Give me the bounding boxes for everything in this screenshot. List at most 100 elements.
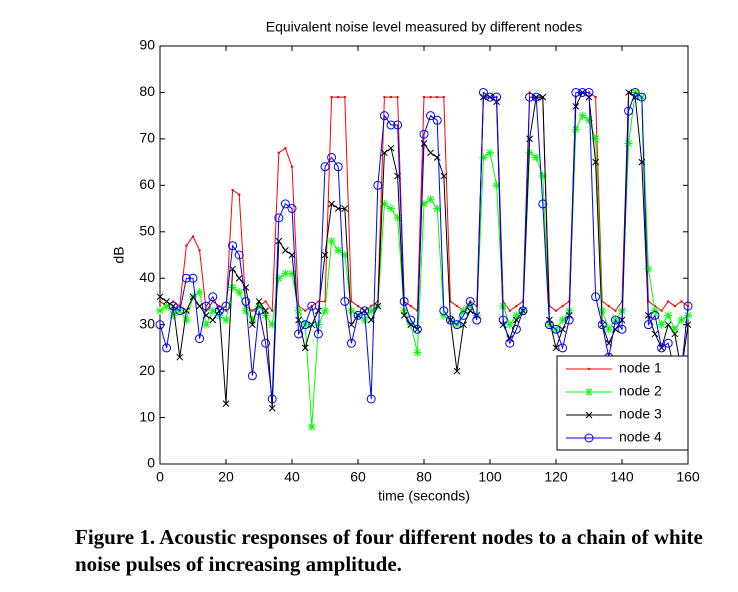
marker-circle	[254, 306, 264, 316]
marker-circle	[327, 152, 337, 162]
marker-asterisk	[677, 316, 686, 325]
marker-circle	[564, 315, 574, 325]
figure-caption: Figure 1. Acoustic responses of four dif…	[75, 525, 703, 576]
marker-circle	[366, 394, 376, 404]
marker-circle	[300, 320, 310, 330]
y-tick-label: 30	[139, 315, 155, 331]
marker-asterisk	[644, 264, 653, 273]
marker-dot	[455, 304, 459, 308]
marker-x	[282, 247, 289, 254]
marker-dot	[607, 304, 610, 308]
marker-circle	[307, 301, 317, 311]
marker-asterisk	[598, 306, 607, 315]
marker-asterisk	[182, 316, 191, 325]
y-tick-label: 80	[139, 83, 155, 99]
marker-circle	[175, 306, 185, 316]
marker-dot	[185, 244, 188, 247]
marker-dot	[337, 95, 340, 99]
marker-x	[308, 321, 316, 329]
marker-x	[348, 321, 355, 329]
y-tick-label: 60	[139, 176, 155, 192]
marker-circle	[492, 92, 502, 102]
marker-circle	[168, 301, 178, 311]
marker-x	[526, 135, 533, 143]
marker-dot	[422, 95, 426, 99]
marker-circle	[320, 162, 330, 172]
marker-asterisk	[664, 311, 673, 320]
marker-circle	[214, 306, 224, 316]
marker-x	[592, 158, 599, 166]
marker-circle	[346, 338, 356, 348]
marker-asterisk	[387, 204, 395, 213]
marker-asterisk	[202, 320, 211, 329]
x-tick-label: 140	[610, 469, 634, 485]
marker-x	[433, 154, 441, 161]
marker-dot	[660, 309, 663, 312]
marker-dot	[429, 95, 432, 99]
marker-dot	[515, 304, 518, 308]
marker-circle	[221, 301, 231, 311]
marker-x	[255, 298, 263, 305]
marker-circle	[155, 320, 165, 330]
marker-x	[209, 316, 217, 324]
marker-x	[222, 400, 230, 407]
marker-circle	[195, 334, 205, 344]
marker-dot	[271, 309, 274, 312]
marker-x	[176, 353, 184, 361]
x-axis-label: time (seconds)	[378, 488, 470, 504]
chart: Equivalent noise level measured by diffe…	[111, 19, 700, 504]
marker-dot	[231, 188, 234, 192]
marker-circle	[571, 87, 581, 97]
marker-asterisk	[532, 153, 541, 162]
marker-circle	[313, 329, 323, 339]
marker-circle	[657, 343, 667, 353]
marker-asterisk	[156, 306, 164, 315]
marker-circle	[452, 320, 462, 330]
marker-asterisk	[393, 213, 402, 222]
marker-circle	[340, 296, 350, 306]
y-tick-label: 50	[139, 222, 155, 238]
marker-circle	[432, 115, 442, 125]
marker-x	[374, 302, 382, 310]
marker-asterisk	[426, 195, 435, 204]
x-tick-label: 60	[350, 469, 366, 485]
marker-dot	[343, 95, 346, 99]
marker-asterisk	[433, 204, 442, 213]
marker-asterisk	[684, 311, 692, 320]
marker-x	[301, 344, 309, 352]
legend-label: node 3	[619, 406, 662, 422]
marker-x	[671, 330, 679, 338]
marker-circle	[538, 199, 548, 209]
marker-circle	[610, 315, 620, 325]
marker-circle	[478, 87, 488, 97]
marker-asterisk	[347, 306, 356, 315]
marker-asterisk	[578, 111, 587, 120]
marker-x	[268, 404, 276, 412]
marker-asterisk	[228, 283, 237, 292]
y-tick-label: 10	[139, 408, 155, 424]
marker-asterisk	[241, 306, 250, 315]
marker-circle	[498, 315, 508, 325]
marker-asterisk	[222, 316, 230, 325]
marker-asterisk	[360, 316, 369, 325]
marker-circle	[386, 120, 396, 130]
marker-x	[440, 172, 448, 180]
marker-circle	[373, 180, 383, 190]
marker-asterisk	[486, 148, 494, 157]
marker-asterisk	[195, 288, 204, 297]
marker-dot	[594, 95, 597, 99]
marker-x	[539, 93, 547, 101]
marker-x	[275, 237, 283, 245]
marker-dot	[680, 300, 683, 303]
marker-circle	[597, 320, 607, 330]
marker-asterisk	[413, 348, 422, 357]
x-tick-label: 100	[478, 469, 502, 485]
marker-x	[585, 411, 593, 419]
marker-circle	[280, 199, 290, 209]
marker-circle	[274, 213, 284, 223]
marker-circle	[234, 250, 244, 260]
marker-circle	[419, 129, 429, 139]
y-axis-label: dB	[111, 246, 127, 263]
marker-circle	[294, 329, 304, 339]
marker-circle	[544, 320, 554, 330]
